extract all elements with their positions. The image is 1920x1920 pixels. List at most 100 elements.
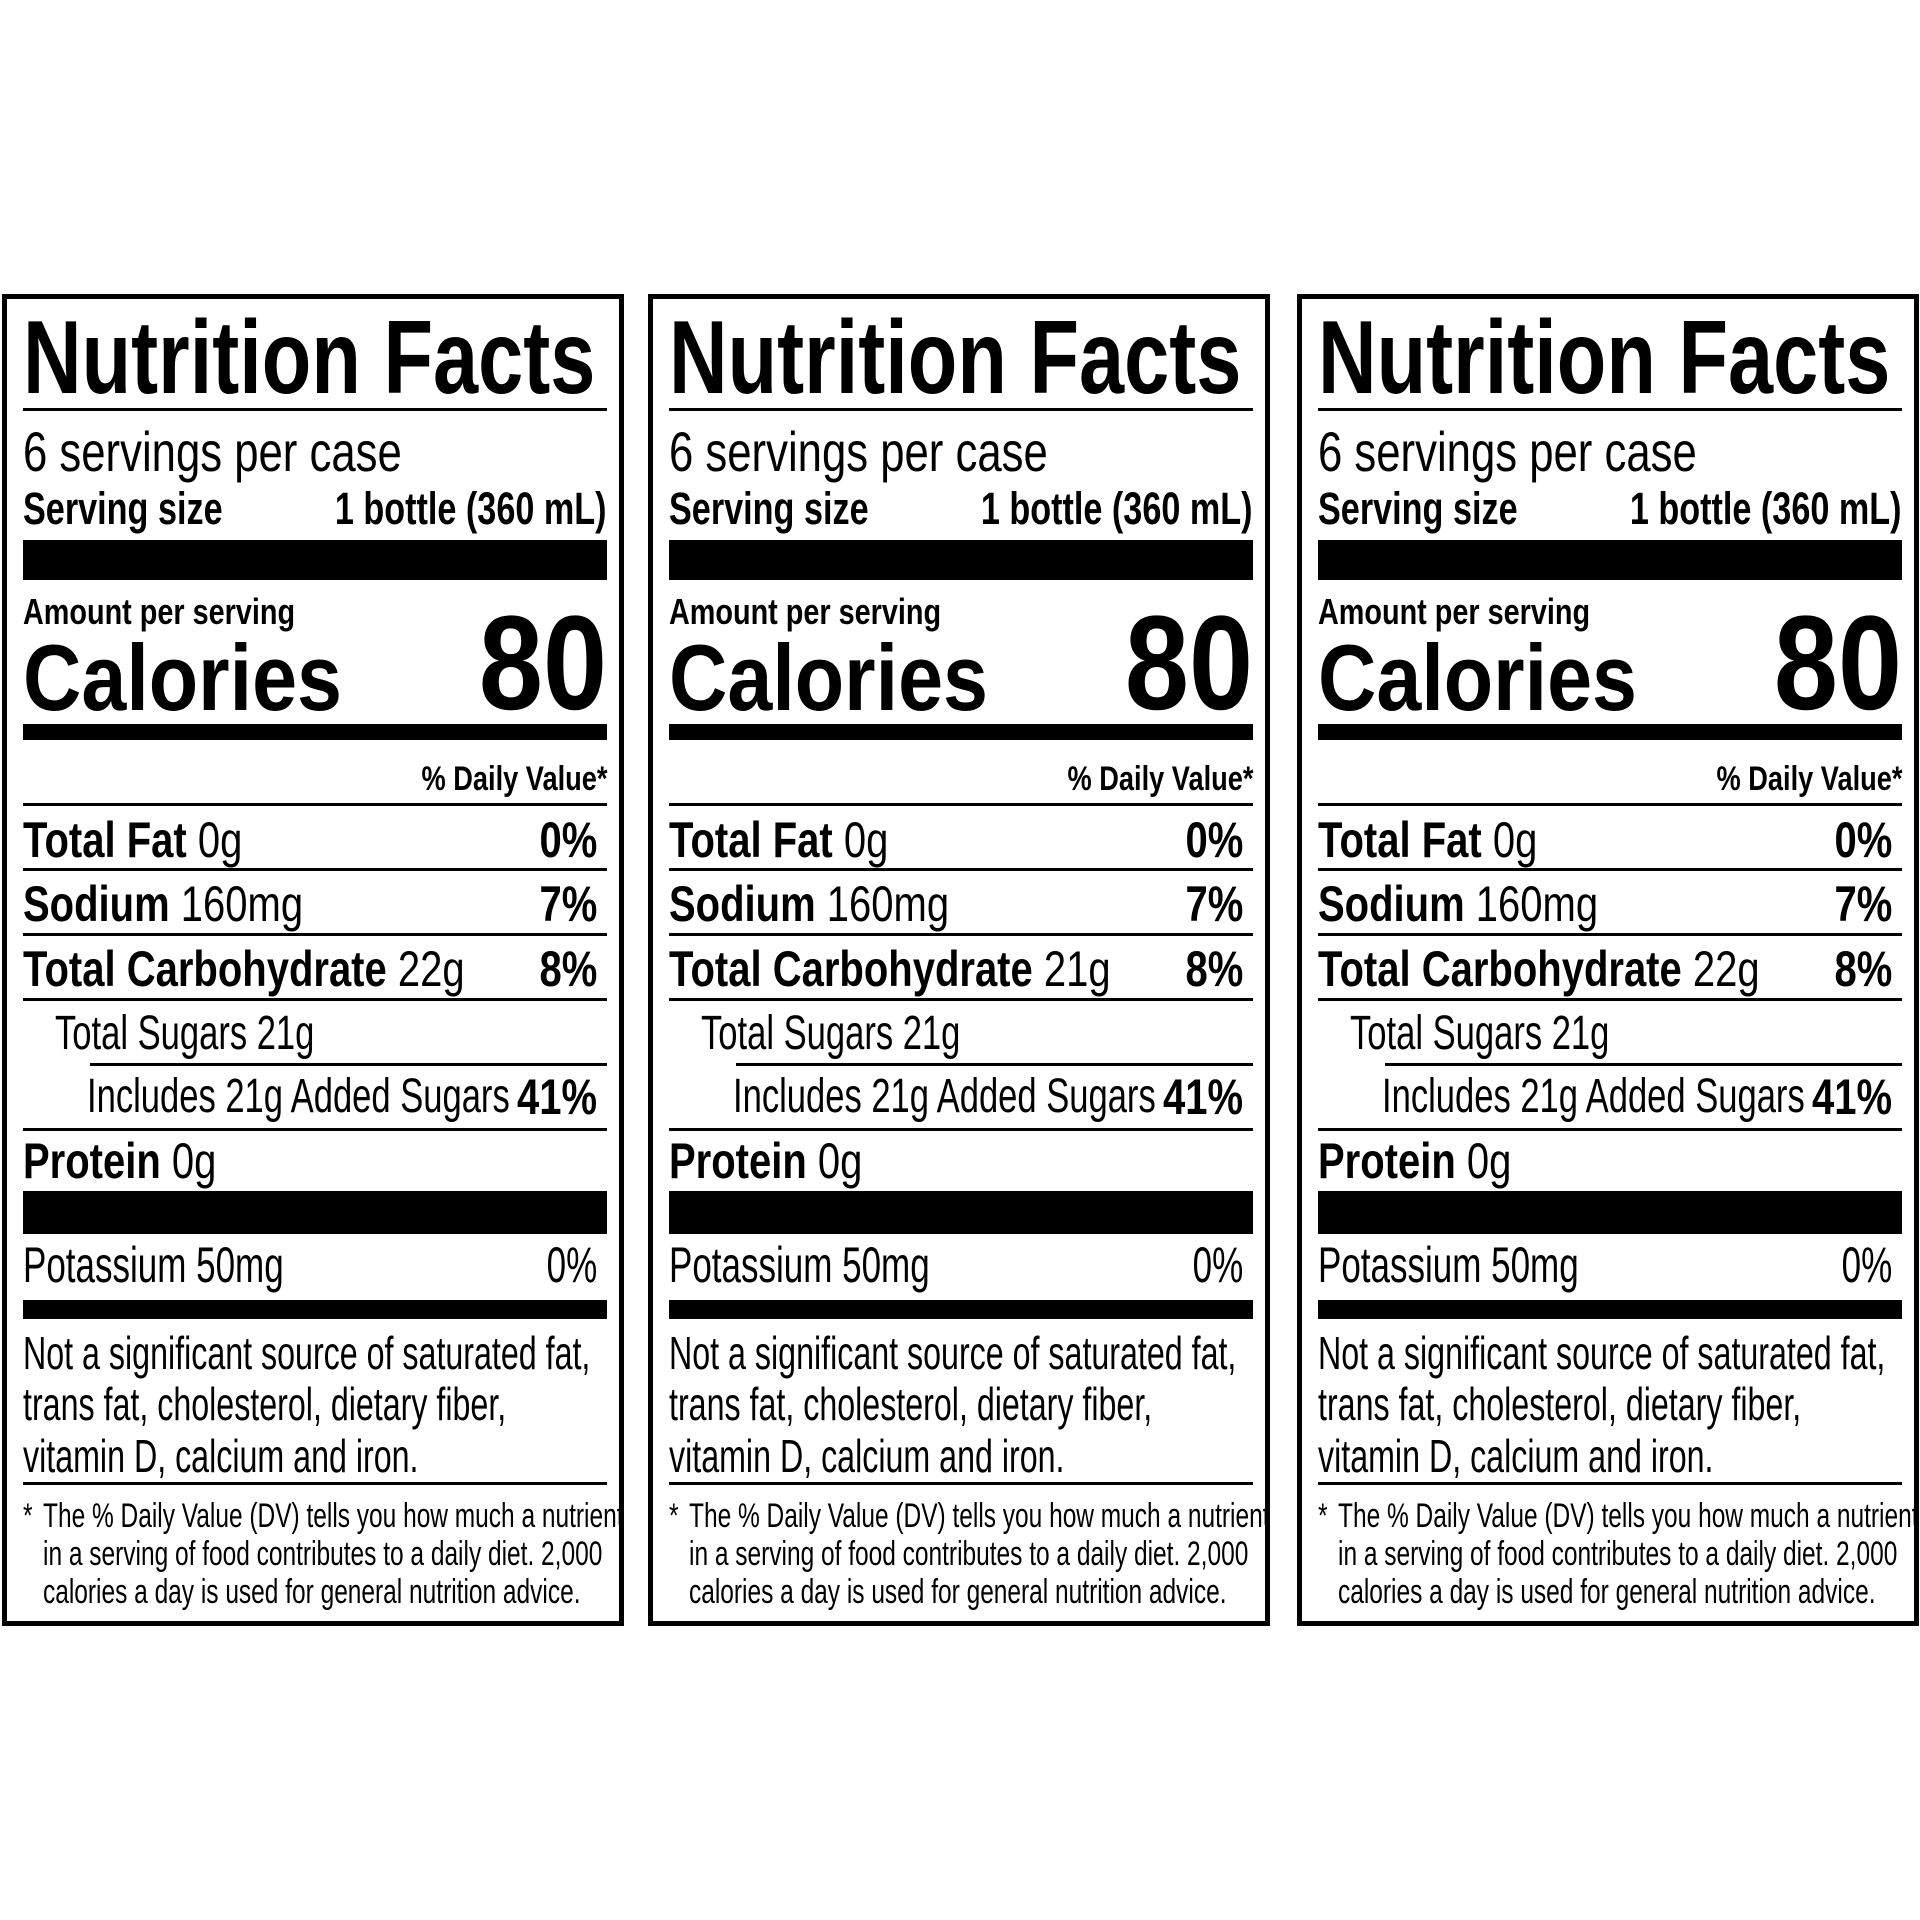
nutrient-name: Total Sugars 21g xyxy=(1350,1007,1610,1061)
footnote-text: The % Daily Value (DV) tells you how muc… xyxy=(689,1497,1270,1536)
divider xyxy=(23,1128,607,1131)
nutrient-name: Total Fat xyxy=(669,811,833,868)
nutrient-row: Protein 0g xyxy=(23,1136,216,1186)
nutrient-daily-value: 41% xyxy=(516,1068,597,1125)
nutrient-row: Total Carbohydrate 22g xyxy=(23,944,465,994)
divider xyxy=(669,1482,1253,1485)
medium-bar xyxy=(23,1300,607,1319)
daily-value-header: % Daily Value* xyxy=(1067,760,1253,799)
divider xyxy=(23,1482,607,1485)
nutrient-amount: 160mg xyxy=(180,875,304,932)
not-significant-text: Not a significant source of saturated fa… xyxy=(669,1327,1237,1380)
nutrient-amount: 160mg xyxy=(826,875,950,932)
nutrient-name: Includes 21g Added Sugars xyxy=(87,1070,510,1124)
thick-bar xyxy=(669,540,1253,580)
divider xyxy=(736,1063,1253,1066)
divider xyxy=(1318,408,1902,411)
serving-size-value: 1 bottle (360 mL) xyxy=(981,482,1253,534)
nutrient-daily-value: 0% xyxy=(1185,811,1243,868)
potassium-daily-value: 0% xyxy=(1841,1236,1892,1293)
divider xyxy=(669,408,1253,411)
daily-value-header: % Daily Value* xyxy=(421,760,607,799)
nutrient-name: Total Carbohydrate xyxy=(1318,940,1682,997)
serving-size-value: 1 bottle (360 mL) xyxy=(1630,482,1902,534)
nutrition-facts-panel: Nutrition Facts 6 servings per case Servin… xyxy=(648,294,1270,1626)
nutrient-daily-value: 0% xyxy=(1834,811,1892,868)
nutrient-amount: 21g xyxy=(1043,940,1111,997)
divider xyxy=(1385,1063,1902,1066)
nutrient-row: Sodium 160mg xyxy=(1318,879,1598,929)
nutrient-row: Total Fat 0g xyxy=(23,815,242,865)
thick-bar xyxy=(23,540,607,580)
nutrient-amount: 0g xyxy=(843,811,889,868)
nutrient-amount: 22g xyxy=(1692,940,1760,997)
divider xyxy=(669,868,1253,871)
nutrient-name: Includes 21g Added Sugars xyxy=(733,1070,1156,1124)
divider xyxy=(1318,868,1902,871)
divider xyxy=(1318,803,1902,806)
nutrient-amount: 0g xyxy=(1466,1132,1512,1189)
servings-per-container: 6 servings per case xyxy=(669,419,1048,483)
thick-bar xyxy=(1318,540,1902,580)
nutrient-row: Protein 0g xyxy=(669,1136,862,1186)
divider xyxy=(669,803,1253,806)
divider xyxy=(90,1063,607,1066)
potassium-label: Potassium 50mg xyxy=(23,1236,284,1293)
panel-title: Nutrition Facts xyxy=(23,300,596,416)
footnote-text: calories a day is used for general nutri… xyxy=(1338,1573,1876,1612)
nutrient-amount: 160mg xyxy=(1475,875,1599,932)
footnote-star: * xyxy=(23,1497,33,1536)
calories-value: 80 xyxy=(1124,588,1253,738)
nutrient-daily-value: 7% xyxy=(1834,875,1892,932)
medium-bar xyxy=(1318,724,1902,740)
medium-bar xyxy=(669,1300,1253,1319)
nutrient-amount: 0g xyxy=(171,1132,217,1189)
nutrient-daily-value: 7% xyxy=(539,875,597,932)
potassium-daily-value: 0% xyxy=(546,1236,597,1293)
nutrient-name: Sodium xyxy=(1318,875,1465,932)
nutrient-name: Protein xyxy=(23,1132,161,1189)
calories-label: Calories xyxy=(669,624,989,730)
nutrient-row: Sodium 160mg xyxy=(669,879,949,929)
divider xyxy=(1318,998,1902,1001)
divider xyxy=(23,803,607,806)
nutrient-amount: 0g xyxy=(1492,811,1538,868)
not-significant-text: Not a significant source of saturated fa… xyxy=(1318,1327,1886,1380)
amount-per-serving: Amount per serving xyxy=(669,590,942,632)
footnote-text: in a serving of food contributes to a da… xyxy=(1338,1535,1898,1574)
nutrient-name: Total Carbohydrate xyxy=(669,940,1033,997)
nutrient-daily-value: 7% xyxy=(1185,875,1243,932)
nutrient-amount: 22g xyxy=(397,940,465,997)
footnote-star: * xyxy=(1318,1497,1328,1536)
not-significant-text: trans fat, cholesterol, dietary fiber, xyxy=(23,1378,507,1431)
nutrient-name: Sodium xyxy=(669,875,816,932)
potassium-label: Potassium 50mg xyxy=(1318,1236,1579,1293)
not-significant-text: trans fat, cholesterol, dietary fiber, xyxy=(669,1378,1153,1431)
nutrient-row: Sodium 160mg xyxy=(23,879,303,929)
medium-bar xyxy=(669,724,1253,740)
serving-size-label: Serving size xyxy=(1318,482,1518,534)
nutrient-row: Total Carbohydrate 22g xyxy=(1318,944,1760,994)
footnote-text: The % Daily Value (DV) tells you how muc… xyxy=(43,1497,624,1536)
daily-value-header: % Daily Value* xyxy=(1716,760,1902,799)
nutrient-name: Protein xyxy=(1318,1132,1456,1189)
not-significant-text: vitamin D, calcium and iron. xyxy=(669,1430,1065,1483)
nutrient-name: Total Fat xyxy=(1318,811,1482,868)
divider xyxy=(669,933,1253,936)
divider xyxy=(23,933,607,936)
footnote-text: in a serving of food contributes to a da… xyxy=(689,1535,1249,1574)
footnote-text: calories a day is used for general nutri… xyxy=(689,1573,1227,1612)
calories-value: 80 xyxy=(1773,588,1902,738)
nutrient-name: Total Sugars 21g xyxy=(701,1007,961,1061)
calories-value: 80 xyxy=(478,588,607,738)
servings-per-container: 6 servings per case xyxy=(1318,419,1697,483)
nutrient-amount: 0g xyxy=(817,1132,863,1189)
not-significant-text: vitamin D, calcium and iron. xyxy=(1318,1430,1714,1483)
nutrient-name: Total Fat xyxy=(23,811,187,868)
thick-bar xyxy=(23,1191,607,1234)
divider xyxy=(669,998,1253,1001)
panel-title: Nutrition Facts xyxy=(1318,300,1891,416)
not-significant-text: vitamin D, calcium and iron. xyxy=(23,1430,419,1483)
nutrient-daily-value: 0% xyxy=(539,811,597,868)
nutrient-name: Includes 21g Added Sugars xyxy=(1382,1070,1805,1124)
